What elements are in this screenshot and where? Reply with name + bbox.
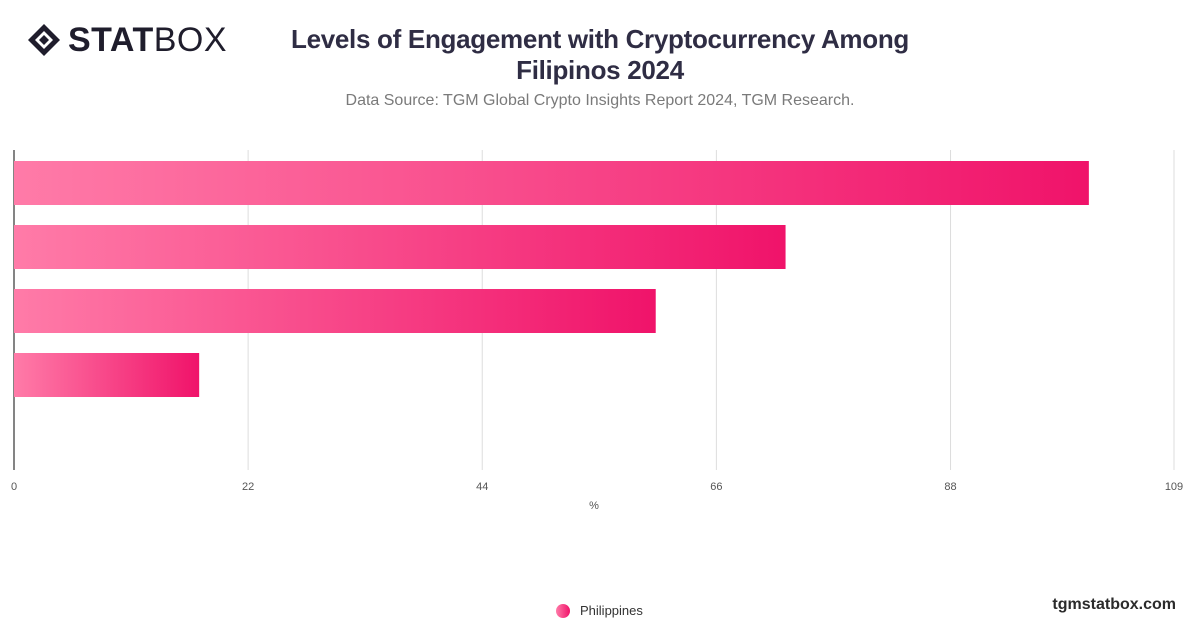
bar: [14, 161, 1089, 205]
chart-subtitle: Data Source: TGM Global Crypto Insights …: [345, 92, 855, 109]
bar: [14, 353, 200, 397]
legend[interactable]: Philippines: [556, 603, 643, 618]
x-axis-title: %: [589, 500, 599, 512]
bar: [14, 289, 656, 333]
bar: [14, 225, 786, 269]
x-tick-label: 109: [1165, 481, 1183, 493]
logo-wordmark: STATBOX: [68, 22, 227, 58]
legend-marker-icon: [556, 603, 570, 618]
bar-chart: 0 22 44 66 88 109%: [11, 150, 1183, 512]
chart-title-line1: Levels of Engagement with Cryptocurrency…: [290, 24, 909, 54]
legend-label: Philippines: [580, 603, 643, 618]
x-tick-label: 22: [242, 481, 254, 493]
x-tick-label: 66: [710, 481, 722, 493]
diamond-logo-icon: [28, 24, 60, 56]
logo-wordmark-light: BOX: [153, 21, 228, 59]
x-tick-label: 88: [944, 481, 956, 493]
x-tick-label: 0: [11, 481, 17, 493]
statbox-logo: STATBOX: [26, 22, 227, 58]
chart-title-line2: Filipinos 2024: [516, 55, 684, 85]
x-tick-label: 44: [476, 481, 488, 493]
logo-wordmark-bold: STAT: [68, 21, 154, 59]
site-url: tgmstatbox.com: [1052, 596, 1176, 613]
chart-title: Levels of Engagement with Cryptocurrency…: [260, 24, 940, 86]
